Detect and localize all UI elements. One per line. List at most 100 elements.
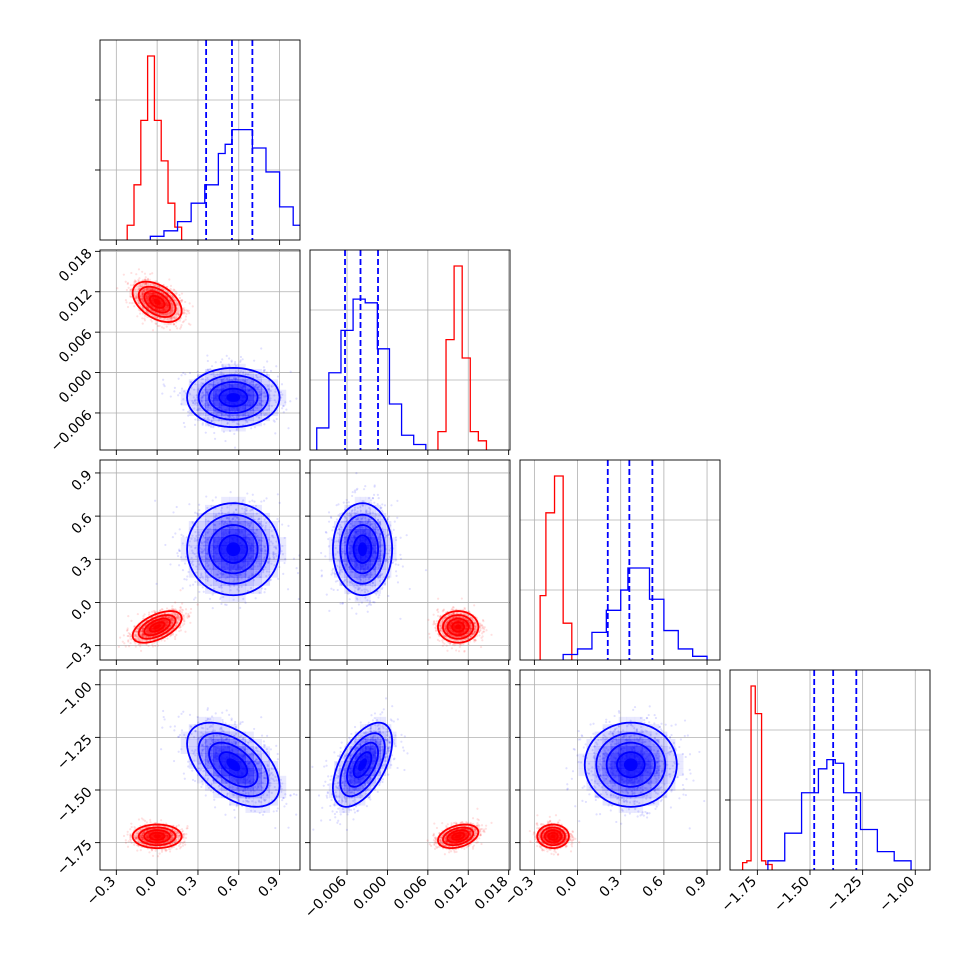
scatter-point	[193, 598, 195, 600]
scatter-point	[186, 313, 188, 315]
scatter-point	[155, 280, 157, 282]
scatter-point	[170, 285, 172, 287]
scatter-point	[161, 392, 163, 394]
scatter-point	[172, 536, 174, 538]
scatter-point	[175, 634, 177, 636]
scatter-point	[198, 509, 200, 511]
scatter-point	[483, 630, 485, 632]
scatter-point	[194, 581, 196, 583]
scatter-point	[171, 605, 173, 607]
scatter-point	[184, 562, 186, 564]
scatter-point	[182, 587, 184, 589]
scatter-point	[190, 608, 192, 610]
scatter-point	[437, 611, 439, 613]
scatter-point	[179, 392, 181, 394]
scatter-point	[185, 608, 187, 610]
scatter-point	[162, 379, 164, 381]
scatter-point	[281, 523, 283, 525]
scatter-point	[264, 588, 266, 590]
scatter-point	[182, 409, 184, 411]
scatter-point	[290, 371, 292, 373]
scatter-point	[194, 512, 196, 514]
scatter-point	[133, 305, 135, 307]
scatter-point	[128, 287, 130, 289]
scatter-point	[276, 518, 278, 520]
scatter-point	[161, 608, 163, 610]
scatter-point	[295, 397, 297, 399]
scatter-point	[137, 279, 139, 281]
scatter-point	[275, 365, 277, 367]
scatter-point	[170, 395, 172, 397]
scatter-point	[119, 637, 121, 639]
scatter-point	[135, 273, 137, 275]
scatter-point	[194, 597, 196, 599]
scatter-point	[189, 622, 191, 624]
scatter-point	[182, 372, 184, 374]
scatter-point	[145, 276, 147, 278]
y-tick-label: 0.9	[69, 467, 96, 494]
scatter-point	[226, 355, 228, 357]
scatter-point	[128, 645, 130, 647]
scatter-point	[455, 649, 457, 651]
scatter-point	[194, 418, 196, 420]
scatter-point	[182, 609, 184, 611]
scatter-point	[183, 422, 185, 424]
scatter-point	[481, 627, 483, 629]
scatter-point	[481, 639, 483, 641]
scatter-point	[179, 528, 181, 530]
scatter-point	[151, 643, 153, 645]
scatter-point	[196, 603, 198, 605]
scatter-point	[207, 360, 209, 362]
scatter-point	[129, 302, 131, 304]
scatter-point	[481, 632, 483, 634]
scatter-point	[473, 604, 475, 606]
scatter-point	[278, 566, 280, 568]
scatter-point	[265, 497, 267, 499]
scatter-point	[168, 278, 170, 280]
scatter-point	[130, 620, 132, 622]
scatter-point	[260, 500, 262, 502]
scatter-point	[169, 329, 171, 331]
scatter-point	[126, 289, 128, 291]
scatter-point	[152, 645, 154, 647]
scatter-point	[211, 365, 213, 367]
scatter-point	[192, 305, 194, 307]
y-tick-label: 0.012	[56, 286, 96, 326]
density-core-blue	[226, 393, 240, 402]
scatter-point	[172, 511, 174, 513]
scatter-point	[123, 634, 125, 636]
scatter-point	[248, 501, 250, 503]
scatter-point	[295, 567, 297, 569]
scatter-point	[270, 579, 272, 581]
scatter-point	[459, 646, 461, 648]
scatter-point	[427, 619, 429, 621]
scatter-point	[432, 623, 434, 625]
scatter-point	[123, 274, 125, 276]
scatter-point	[230, 491, 232, 493]
scatter-point	[220, 603, 222, 605]
scatter-point	[205, 495, 207, 497]
scatter-point	[175, 325, 177, 327]
scatter-point	[209, 598, 211, 600]
scatter-point	[122, 641, 124, 643]
scatter-point	[277, 375, 279, 377]
scatter-point	[141, 317, 143, 319]
scatter-point	[453, 606, 455, 608]
scatter-point	[144, 319, 146, 321]
panel-background	[100, 40, 300, 240]
scatter-point	[263, 591, 265, 593]
scatter-point	[178, 564, 180, 566]
scatter-point	[123, 642, 125, 644]
scatter-point	[254, 426, 256, 428]
scatter-point	[129, 642, 131, 644]
scatter-point	[179, 607, 181, 609]
scatter-point	[264, 369, 266, 371]
scatter-point	[173, 323, 175, 325]
scatter-point	[263, 366, 265, 368]
density-core-blue	[226, 542, 240, 556]
scatter-point	[437, 615, 439, 617]
scatter-point	[174, 638, 176, 640]
y-tick-label: 0.6	[69, 510, 96, 537]
scatter-point	[188, 503, 190, 505]
scatter-point	[185, 579, 187, 581]
